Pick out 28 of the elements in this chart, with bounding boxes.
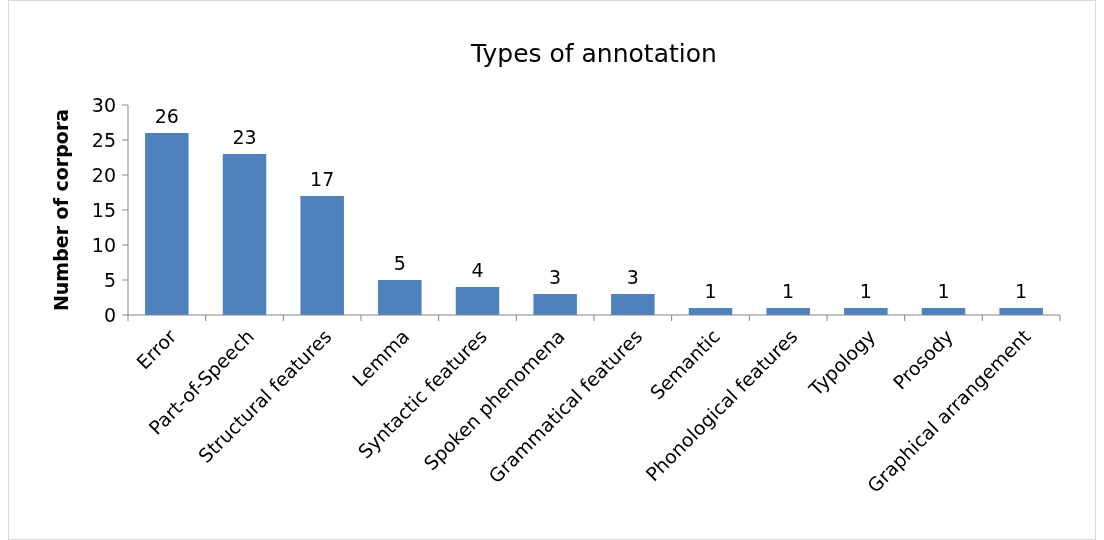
data-label: 4 (471, 259, 484, 281)
bar (611, 294, 655, 315)
y-tick-label: 30 (91, 93, 116, 116)
bar (222, 154, 267, 315)
data-label: 1 (782, 280, 795, 302)
bar (455, 287, 500, 315)
data-label: 3 (626, 266, 639, 288)
bar (300, 196, 344, 315)
bar (378, 280, 422, 315)
data-label: 17 (310, 168, 335, 190)
chart-title: Types of annotation (470, 39, 717, 68)
data-label: 1 (859, 280, 872, 302)
y-tick-label: 25 (91, 128, 116, 151)
bar (145, 133, 189, 315)
data-label: 1 (937, 280, 950, 302)
data-label: 5 (393, 252, 406, 274)
data-label: 23 (232, 126, 257, 148)
y-tick-label: 15 (91, 198, 116, 221)
y-tick-label: 20 (91, 163, 116, 186)
bar (533, 294, 577, 315)
y-tick-label: 5 (103, 268, 116, 291)
data-label: 1 (1015, 280, 1028, 302)
y-axis-title: Number of corpora (50, 108, 72, 312)
data-label: 26 (154, 105, 179, 127)
data-label: 1 (704, 280, 717, 302)
y-tick-label: 10 (91, 233, 116, 256)
data-label: 3 (549, 266, 562, 288)
y-tick-label: 0 (103, 303, 116, 326)
